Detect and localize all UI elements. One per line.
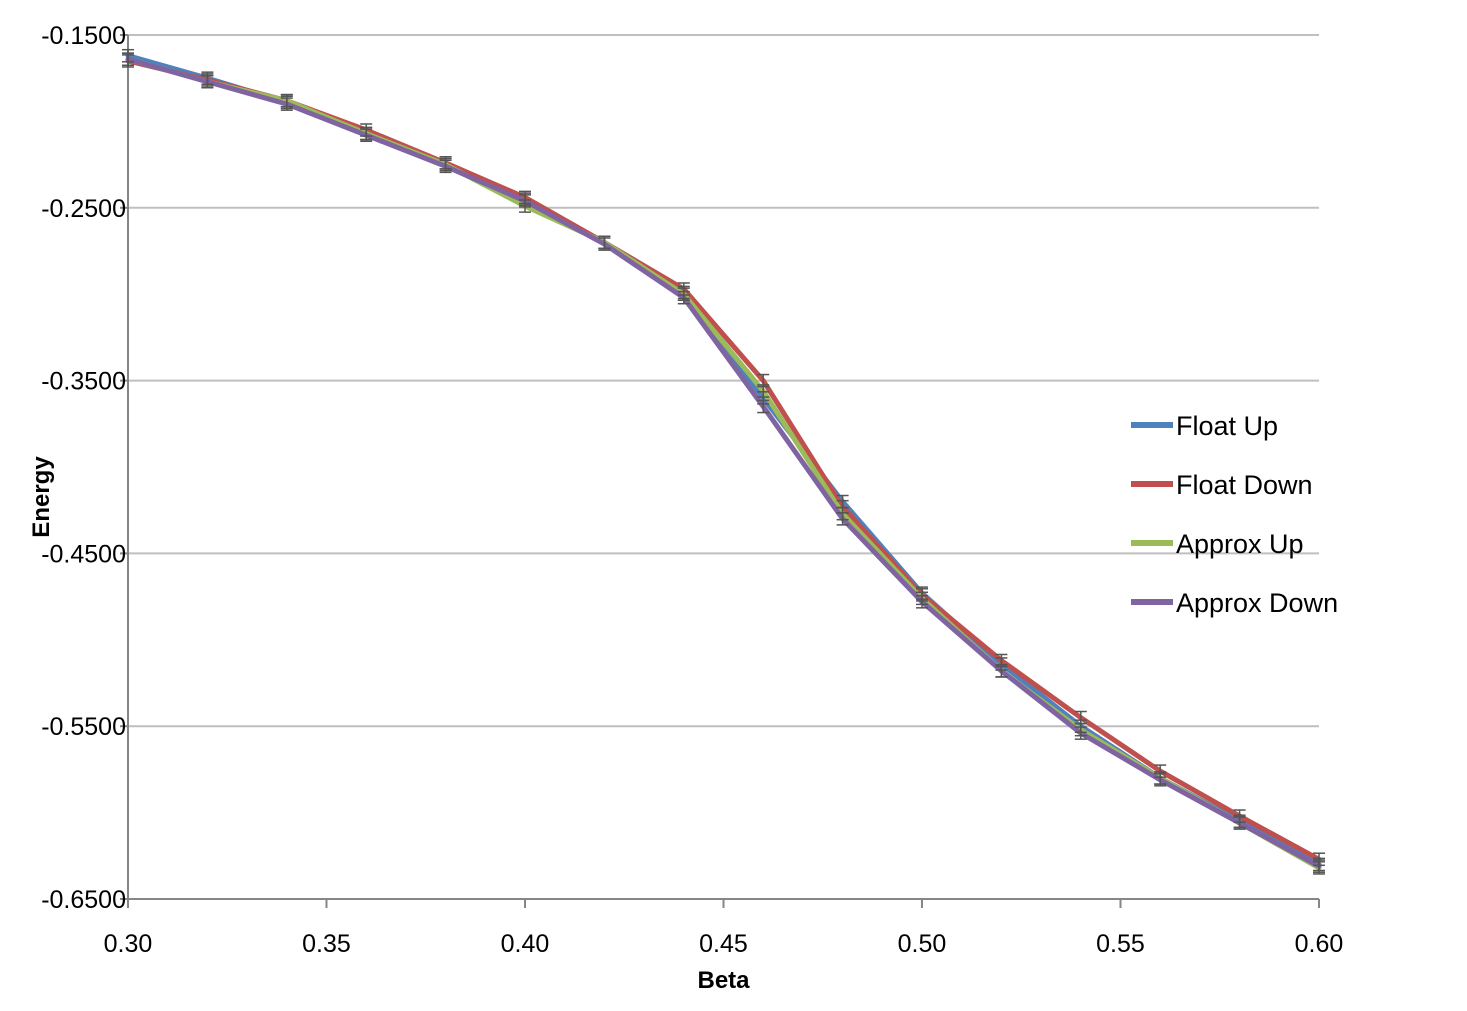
error-bar — [995, 664, 1008, 678]
x-tick-label: 0.60 — [1295, 930, 1344, 958]
x-tick-label: 0.45 — [699, 930, 748, 958]
error-bar — [1074, 726, 1087, 740]
legend-item-approx-up: Approx Up — [1131, 529, 1304, 559]
legend-label: Approx Up — [1176, 529, 1304, 559]
y-axis-title: Energy — [28, 456, 55, 538]
error-bars — [122, 48, 1325, 875]
series-line-float-up — [125, 53, 1322, 867]
error-bar — [1313, 859, 1325, 873]
error-bar — [1154, 772, 1167, 787]
error-bar — [519, 194, 531, 208]
axes — [120, 34, 1320, 908]
error-bar — [1233, 816, 1246, 830]
error-bar — [757, 384, 770, 398]
error-bar — [280, 97, 293, 111]
series-line-float-down — [125, 58, 1322, 862]
error-bar — [836, 512, 849, 526]
y-tick-label: -0.6500 — [41, 886, 126, 914]
legend-label: Approx Down — [1176, 588, 1338, 618]
x-tick-label: 0.55 — [1096, 930, 1145, 958]
x-tick-label: 0.35 — [302, 930, 351, 958]
series-line-approx-down — [125, 56, 1322, 869]
series-lines — [125, 53, 1322, 871]
error-bar — [122, 52, 134, 66]
error-bar — [598, 237, 611, 251]
legend-item-approx-down: Approx Down — [1131, 588, 1338, 618]
error-bar — [677, 290, 690, 305]
error-bar — [439, 159, 452, 174]
x-axis-title: Beta — [697, 967, 750, 994]
legend-item-float-down: Float Down — [1131, 470, 1313, 500]
y-tick-labels: -0.1500 -0.2500 -0.3500 -0.4500 -0.5500 -0.65… — [41, 22, 126, 914]
y-tick-label: -0.4500 — [41, 540, 126, 568]
legend-label: Float Up — [1176, 411, 1278, 441]
y-tick-label: -0.3500 — [41, 368, 126, 396]
y-tick-label: -0.5500 — [41, 713, 126, 741]
x-tick-label: 0.50 — [898, 930, 947, 958]
error-bar — [360, 128, 373, 143]
legend-label: Float Down — [1176, 470, 1313, 500]
error-bar — [916, 594, 928, 609]
x-tick-label: 0.30 — [104, 930, 153, 958]
y-tick-label: -0.2500 — [41, 195, 126, 223]
error-bar — [757, 399, 770, 414]
series-line-approx-up — [125, 56, 1322, 871]
legend-item-float-up: Float Up — [1131, 411, 1278, 441]
legend: Float Up Float Down Approx Up Approx Down — [1131, 411, 1338, 618]
y-tick-label: -0.1500 — [41, 22, 126, 50]
x-tick-labels: 0.30 0.35 0.40 0.45 0.50 0.55 0.60 — [104, 930, 1344, 958]
error-bar — [201, 74, 214, 89]
grid-lines — [128, 34, 1319, 728]
x-tick-label: 0.40 — [501, 930, 550, 958]
